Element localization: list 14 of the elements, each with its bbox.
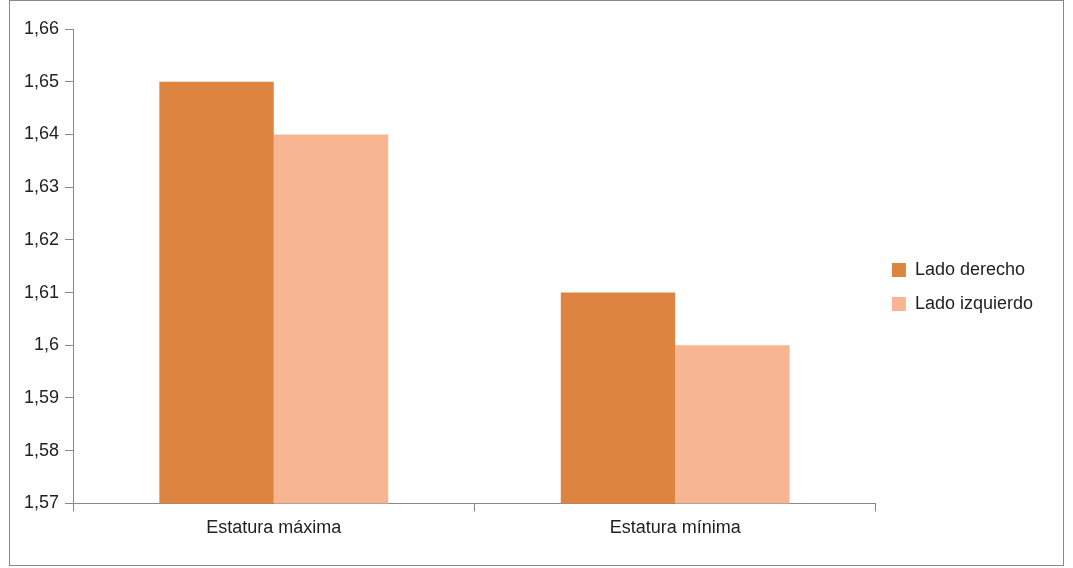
legend-label: Lado izquierdo <box>914 292 1033 313</box>
y-tick-label: 1,64 <box>23 123 60 144</box>
x-tick-label: Estatura máxima <box>206 517 343 538</box>
y-tick-label: 1,62 <box>23 228 60 249</box>
y-tick-label: 1,61 <box>23 281 60 302</box>
y-tick-label: 1,66 <box>23 17 60 38</box>
y-tick-label: 1,57 <box>23 492 60 513</box>
x-tick-label: Estatura mínima <box>609 517 742 538</box>
y-tick-label: 1,63 <box>23 176 60 197</box>
y-tick-label: 1,65 <box>23 70 60 91</box>
legend-label: Lado derecho <box>914 258 1025 279</box>
y-tick-label: 1,58 <box>23 439 60 460</box>
y-tick-label: 1,6 <box>34 334 60 355</box>
y-tick-label: 1,59 <box>23 386 60 407</box>
